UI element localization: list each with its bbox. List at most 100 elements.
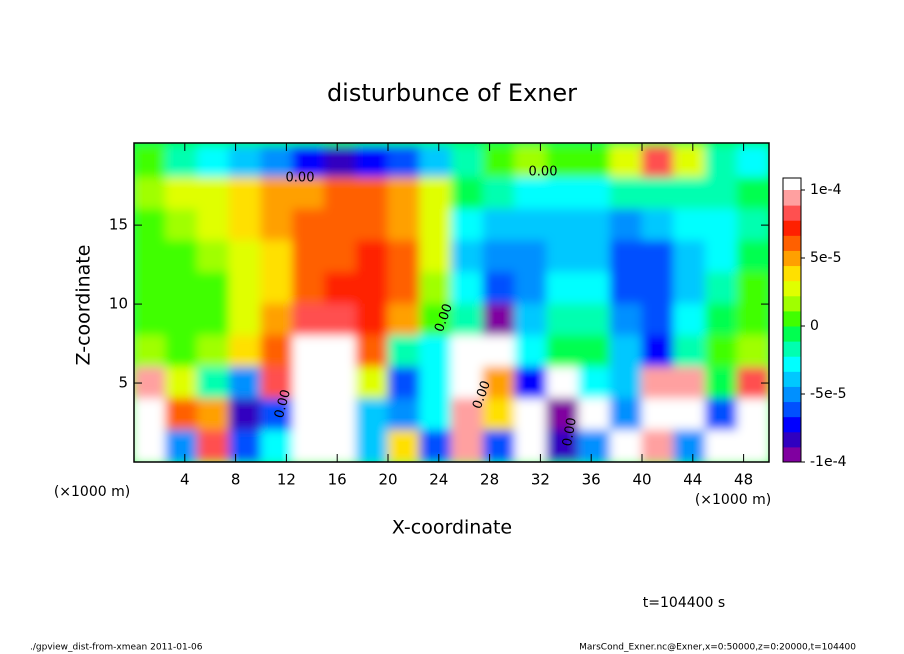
x-tick-label: 8	[231, 471, 241, 489]
cell	[705, 366, 738, 400]
colorbar-band	[783, 356, 801, 372]
cell	[355, 177, 389, 210]
cell	[197, 429, 230, 462]
cell	[451, 303, 484, 337]
cell	[197, 177, 230, 210]
cell	[609, 145, 643, 179]
cell	[673, 271, 706, 305]
cell	[609, 177, 643, 210]
colorbar-over	[783, 178, 801, 190]
footer-right: MarsCond_Exner.nc@Exner,x=0:50000,z=0:20…	[579, 643, 856, 653]
colorbar-band	[783, 310, 801, 327]
cell	[355, 208, 389, 242]
cell	[419, 208, 452, 242]
cell	[736, 177, 769, 210]
cell	[165, 429, 198, 462]
cell	[451, 177, 484, 210]
contour-label: 0.00	[286, 171, 315, 186]
cell	[736, 271, 769, 305]
cell	[324, 303, 357, 337]
cell	[134, 303, 167, 337]
cell	[482, 303, 516, 337]
cell	[228, 271, 262, 305]
cell	[165, 208, 198, 242]
contour-label: 0.00	[529, 165, 558, 180]
colorbar-tick-label: 5e-5	[810, 250, 841, 266]
cell	[451, 240, 484, 273]
cell	[260, 240, 294, 273]
cell	[482, 240, 516, 273]
x-tick-label: 44	[683, 471, 702, 489]
x-unit-label: (×1000 m)	[54, 484, 130, 500]
cell	[609, 398, 643, 431]
cell	[387, 177, 421, 210]
cell	[355, 429, 389, 462]
cell	[641, 366, 675, 400]
cell	[419, 177, 452, 210]
colorbar-band	[783, 401, 801, 418]
y-axis-label: Z-coordinate	[73, 245, 95, 366]
cell	[673, 177, 706, 210]
cell	[228, 398, 262, 431]
cell	[514, 208, 548, 242]
cell	[578, 145, 611, 179]
cell	[482, 271, 516, 305]
colorbar-band	[783, 220, 801, 236]
cell	[165, 398, 198, 431]
cell	[482, 366, 516, 400]
cell	[705, 145, 738, 179]
cell	[514, 429, 548, 462]
cell	[228, 177, 262, 210]
cell	[165, 271, 198, 305]
cell	[228, 429, 262, 462]
cell	[451, 271, 484, 305]
x-tick-label: 36	[582, 471, 601, 489]
colorbar-tick-label: 0	[810, 318, 819, 334]
cell	[419, 398, 452, 431]
cell	[324, 145, 357, 179]
cell	[451, 398, 484, 431]
cell	[546, 271, 579, 305]
cell	[578, 303, 611, 337]
cell	[578, 177, 611, 210]
colorbar-band	[783, 386, 801, 403]
cell	[292, 303, 325, 337]
cell	[673, 240, 706, 273]
cell	[387, 335, 421, 368]
colorbar-tick-label: -1e-4	[810, 454, 847, 470]
cell	[546, 398, 579, 431]
cell	[514, 271, 548, 305]
colorbar-tick-label: -5e-5	[810, 386, 847, 402]
x-tick-label: 32	[531, 471, 550, 489]
cell	[546, 335, 579, 368]
colorbar-band	[783, 416, 801, 433]
cell	[324, 366, 357, 400]
cell	[292, 271, 325, 305]
cell	[387, 145, 421, 179]
cell	[705, 208, 738, 242]
cell	[609, 335, 643, 368]
cell	[641, 303, 675, 337]
cell	[228, 366, 262, 400]
cell	[705, 271, 738, 305]
cell	[292, 177, 325, 210]
cell	[736, 429, 769, 462]
cell	[228, 303, 262, 337]
cell	[355, 145, 389, 179]
cell	[355, 335, 389, 368]
cell	[673, 366, 706, 400]
cell	[705, 429, 738, 462]
cell	[197, 303, 230, 337]
cell	[673, 303, 706, 337]
cell	[260, 429, 294, 462]
cell	[578, 429, 611, 462]
x-tick-label: 40	[632, 471, 651, 489]
cell	[514, 240, 548, 273]
cell	[197, 398, 230, 431]
time-label: t=104400 s	[643, 595, 725, 611]
cell	[260, 208, 294, 242]
cell	[355, 366, 389, 400]
cell	[451, 429, 484, 462]
cell	[419, 429, 452, 462]
cell	[546, 177, 579, 210]
